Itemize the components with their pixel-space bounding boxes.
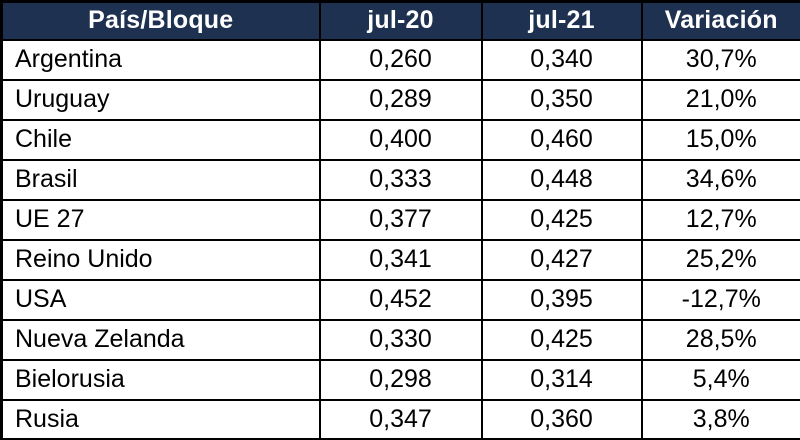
jul20-cell: 0,330 xyxy=(318,318,483,361)
jul20-cell: 0,377 xyxy=(318,198,483,241)
table-row: Nueva Zelanda 0,330 0,425 28,5% xyxy=(0,318,800,361)
header-variacion: Variación xyxy=(640,0,800,41)
jul20-cell: 0,260 xyxy=(318,38,483,81)
country-cell: Argentina xyxy=(0,38,321,81)
jul21-cell: 0,460 xyxy=(480,118,643,161)
jul21-cell: 0,425 xyxy=(480,198,643,241)
table-row: Bielorusia 0,298 0,314 5,4% xyxy=(0,358,800,401)
country-cell: Chile xyxy=(0,118,321,161)
jul21-cell: 0,314 xyxy=(480,358,643,401)
jul20-cell: 0,452 xyxy=(318,278,483,321)
table-row: Chile 0,400 0,460 15,0% xyxy=(0,118,800,161)
variacion-cell: 12,7% xyxy=(640,198,800,241)
header-pais-bloque: País/Bloque xyxy=(0,0,321,41)
variacion-cell: 3,8% xyxy=(640,398,800,440)
table-row: UE 27 0,377 0,425 12,7% xyxy=(0,198,800,241)
table-row: Reino Unido 0,341 0,427 25,2% xyxy=(0,238,800,281)
table-row: USA 0,452 0,395 -12,7% xyxy=(0,278,800,321)
variacion-cell: 30,7% xyxy=(640,38,800,81)
jul20-cell: 0,400 xyxy=(318,118,483,161)
jul21-cell: 0,427 xyxy=(480,238,643,281)
table-row: Argentina 0,260 0,340 30,7% xyxy=(0,38,800,81)
jul21-cell: 0,360 xyxy=(480,398,643,440)
table-row: Rusia 0,347 0,360 3,8% xyxy=(0,398,800,440)
country-cell: Bielorusia xyxy=(0,358,321,401)
jul21-cell: 0,395 xyxy=(480,278,643,321)
jul20-cell: 0,341 xyxy=(318,238,483,281)
country-cell: USA xyxy=(0,278,321,321)
country-cell: UE 27 xyxy=(0,198,321,241)
table-row: Brasil 0,333 0,448 34,6% xyxy=(0,158,800,201)
table-body: Argentina 0,260 0,340 30,7% Uruguay 0,28… xyxy=(0,38,800,440)
header-jul-20: jul-20 xyxy=(318,0,483,41)
variacion-cell: -12,7% xyxy=(640,278,800,321)
jul21-cell: 0,350 xyxy=(480,78,643,121)
jul20-cell: 0,289 xyxy=(318,78,483,121)
jul20-cell: 0,333 xyxy=(318,158,483,201)
country-cell: Rusia xyxy=(0,398,321,440)
variacion-cell: 21,0% xyxy=(640,78,800,121)
variacion-cell: 34,6% xyxy=(640,158,800,201)
jul20-cell: 0,298 xyxy=(318,358,483,401)
variacion-cell: 25,2% xyxy=(640,238,800,281)
country-cell: Nueva Zelanda xyxy=(0,318,321,361)
jul21-cell: 0,340 xyxy=(480,38,643,81)
jul20-cell: 0,347 xyxy=(318,398,483,440)
table-header: País/Bloque jul-20 jul-21 Variación xyxy=(0,0,800,41)
table-row: Uruguay 0,289 0,350 21,0% xyxy=(0,78,800,121)
country-cell: Reino Unido xyxy=(0,238,321,281)
jul21-cell: 0,448 xyxy=(480,158,643,201)
country-cell: Brasil xyxy=(0,158,321,201)
variacion-cell: 5,4% xyxy=(640,358,800,401)
country-cell: Uruguay xyxy=(0,78,321,121)
variacion-cell: 15,0% xyxy=(640,118,800,161)
header-jul-21: jul-21 xyxy=(480,0,643,41)
variacion-cell: 28,5% xyxy=(640,318,800,361)
jul21-cell: 0,425 xyxy=(480,318,643,361)
header-row: País/Bloque jul-20 jul-21 Variación xyxy=(0,0,800,41)
